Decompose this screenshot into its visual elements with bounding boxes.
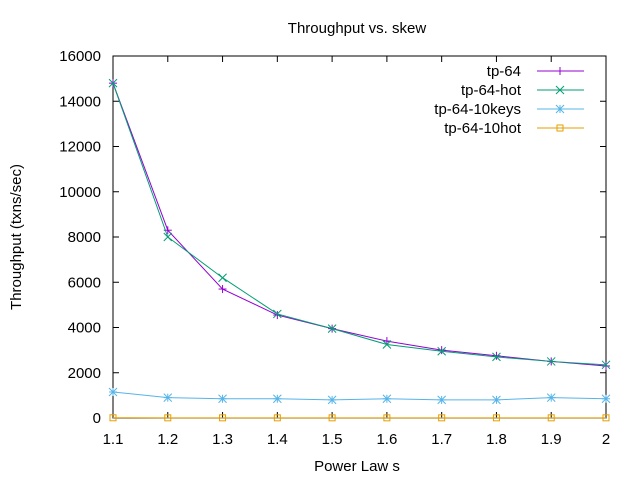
legend-marker-tp-64-10hot [556, 124, 564, 132]
data-point-tp-64 [492, 351, 501, 360]
x-tick-label: 1.1 [103, 431, 124, 448]
data-point-tp-64-10keys [272, 394, 282, 404]
data-point-tp-64-10hot [219, 414, 227, 422]
data-point-tp-64-10hot [109, 414, 117, 422]
x-axis-label: Power Law s [314, 458, 400, 475]
legend: tp-64 tp-64-hot tp-64-10keys tp-64-10hot [434, 63, 584, 137]
series-line-tp-64-10keys [112, 391, 607, 401]
data-point-tp-64-hot [108, 78, 118, 88]
x-tick-label: 2 [602, 431, 610, 448]
data-point-tp-64 [437, 346, 446, 355]
x-tick-label: 1.2 [157, 431, 178, 448]
y-tick-label: 10000 [59, 184, 101, 201]
data-point-tp-64-10hot [602, 414, 610, 422]
x-tick-label: 1.3 [212, 431, 233, 448]
x-tick-label: 1.7 [431, 431, 452, 448]
legend-marker-tp-64 [556, 67, 564, 75]
y-tick-label: 12000 [59, 139, 101, 156]
x-tick-label: 1.9 [541, 431, 562, 448]
y-tick-label: 8000 [68, 229, 101, 246]
legend-label: tp-64 [487, 63, 521, 80]
legend-marker-tp-64-hot [555, 85, 565, 95]
y-tick-label: 0 [93, 410, 101, 427]
data-point-tp-64-10hot [328, 414, 336, 422]
x-tick-label: 1.8 [486, 431, 507, 448]
data-point-tp-64-10keys [382, 394, 392, 404]
data-point-tp-64-10hot [273, 414, 281, 422]
data-point-tp-64-10hot [164, 414, 172, 422]
y-tick-label: 16000 [59, 48, 101, 65]
data-point-tp-64-hot [382, 340, 392, 349]
data-point-tp-64-10keys [163, 393, 173, 402]
data-point-tp-64-hot [492, 352, 501, 362]
data-point-tp-64-10keys [108, 387, 118, 397]
data-point-tp-64-hot [437, 346, 447, 356]
data-point-tp-64-10keys [492, 395, 501, 405]
data-point-tp-64-hot [601, 360, 611, 370]
data-point-tp-64-10hot [438, 414, 446, 422]
data-point-tp-64-10keys [218, 394, 227, 404]
data-point-tp-64-10keys [437, 395, 447, 405]
y-tick-label: 6000 [68, 274, 101, 291]
y-axis-label: Throughput (txns/sec) [8, 164, 25, 310]
data-point-tp-64 [382, 337, 391, 346]
data-point-tp-64-hot [163, 232, 173, 242]
data-point-tp-64-10keys [546, 393, 556, 402]
data-point-tp-64-10keys [601, 394, 611, 404]
data-point-tp-64-10hot [547, 414, 555, 422]
y-tick-label: 14000 [59, 93, 101, 110]
data-point-tp-64-hot [272, 309, 282, 319]
chart-title: Throughput vs. skew [288, 20, 427, 37]
x-tick-label: 1.5 [322, 431, 343, 448]
legend-label: tp-64-10keys [434, 101, 521, 118]
x-tick-label: 1.4 [267, 431, 288, 448]
data-point-tp-64 [602, 361, 610, 370]
y-tick-label: 4000 [68, 320, 101, 337]
series-line-tp-64 [112, 82, 607, 367]
series-line-tp-64-hot [112, 82, 607, 366]
data-point-tp-64-10hot [383, 414, 391, 422]
data-point-tp-64 [218, 285, 227, 294]
legend-label: tp-64-10hot [444, 120, 522, 137]
data-point-tp-64-10hot [492, 414, 500, 422]
data-point-tp-64-hot [327, 324, 337, 333]
data-point-tp-64-hot [546, 357, 556, 366]
x-tick-label: 1.6 [376, 431, 397, 448]
legend-marker-tp-64-10keys [555, 104, 565, 114]
plot-area: 0 2000 4000 6000 8000 10000 12000 14000 16000 1.1… [59, 48, 611, 448]
plot-frame [112, 55, 607, 419]
data-point-tp-64-10keys [327, 395, 337, 405]
data-point-tp-64-hot [218, 273, 227, 283]
legend-label: tp-64-hot [461, 82, 522, 99]
y-tick-label: 2000 [68, 365, 101, 382]
